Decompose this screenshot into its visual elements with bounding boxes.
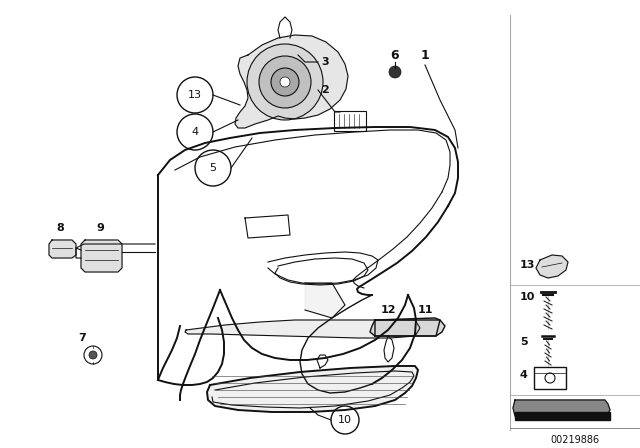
Text: 5: 5 (520, 337, 527, 347)
Circle shape (259, 56, 311, 108)
Circle shape (177, 77, 213, 113)
Text: 4: 4 (520, 370, 528, 380)
Polygon shape (536, 255, 568, 278)
Polygon shape (305, 283, 345, 318)
Text: 11: 11 (417, 305, 433, 315)
Text: 8: 8 (56, 223, 64, 233)
Polygon shape (515, 412, 610, 420)
Polygon shape (235, 35, 348, 128)
Circle shape (195, 150, 231, 186)
Polygon shape (370, 318, 445, 336)
Polygon shape (207, 366, 418, 412)
Text: 2: 2 (321, 85, 329, 95)
Circle shape (280, 77, 290, 87)
Text: 12: 12 (380, 305, 396, 315)
FancyBboxPatch shape (334, 111, 366, 131)
Text: 10: 10 (338, 415, 352, 425)
Text: 9: 9 (96, 223, 104, 233)
Polygon shape (81, 240, 122, 272)
Text: 6: 6 (390, 48, 399, 61)
Text: 5: 5 (209, 163, 216, 173)
Text: 10: 10 (520, 292, 536, 302)
Circle shape (331, 406, 359, 434)
Circle shape (389, 66, 401, 78)
Polygon shape (185, 320, 420, 338)
Circle shape (84, 346, 102, 364)
FancyBboxPatch shape (534, 367, 566, 389)
Circle shape (247, 44, 323, 120)
Circle shape (89, 351, 97, 359)
Text: 1: 1 (420, 48, 429, 61)
Text: 7: 7 (78, 333, 86, 343)
Text: 3: 3 (321, 57, 329, 67)
Circle shape (271, 68, 299, 96)
Text: 13: 13 (188, 90, 202, 100)
Circle shape (177, 114, 213, 150)
Circle shape (545, 373, 555, 383)
Text: 00219886: 00219886 (550, 435, 600, 445)
Polygon shape (49, 240, 76, 258)
Text: 13: 13 (520, 260, 536, 270)
Polygon shape (513, 400, 610, 416)
Text: 4: 4 (191, 127, 198, 137)
